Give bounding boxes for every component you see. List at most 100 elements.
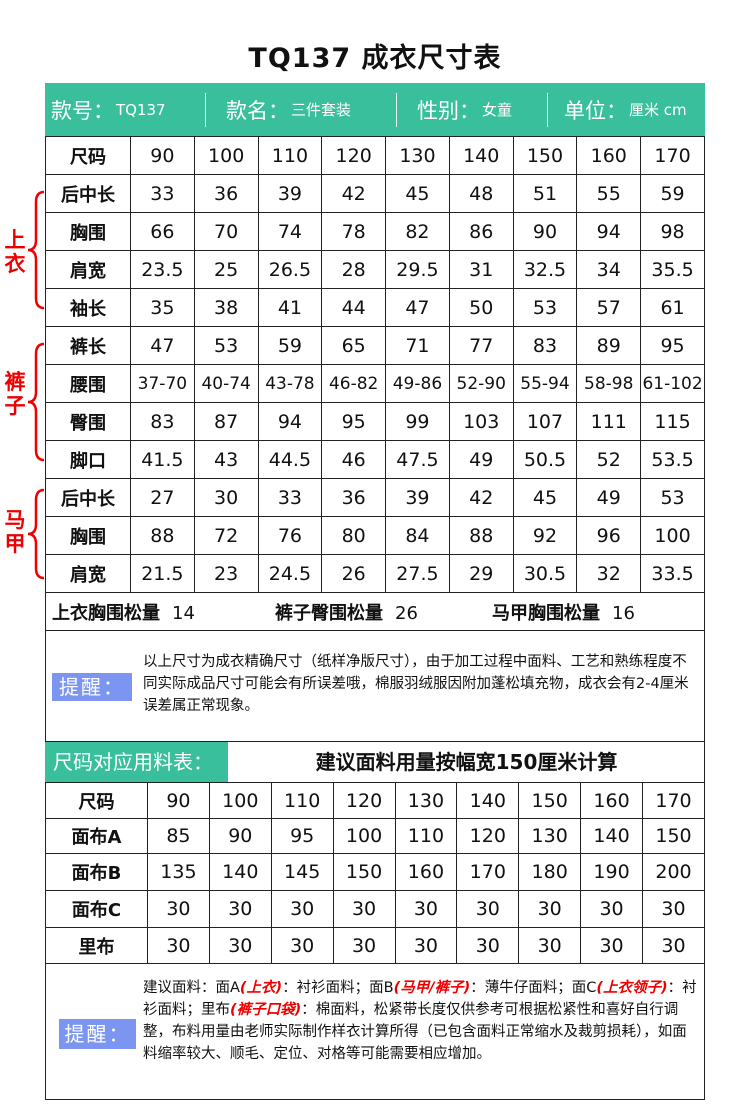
size-header-cell: 160 <box>580 782 643 819</box>
table-cell: 42 <box>321 174 387 213</box>
note-highlight: (上衣领子) <box>596 980 668 996</box>
note-fragment: ：薄牛仔面料；面C <box>470 980 597 996</box>
table-cell: 52-90 <box>448 364 514 403</box>
row-label: 里布 <box>45 927 148 964</box>
size-header-cell: 170 <box>642 782 705 819</box>
size-header-cell: 130 <box>385 136 450 175</box>
size-header-cell: 160 <box>576 136 642 175</box>
table-cell: 57 <box>576 288 642 327</box>
table-cell: 88 <box>130 516 195 555</box>
table-cell: 24.5 <box>257 554 323 593</box>
table-cell: 96 <box>576 516 642 555</box>
table-cell: 30 <box>147 927 210 964</box>
fabric-table: 尺码 90 100 110 120 130 140 150 160 170 面布A 85 90 95 100… <box>45 782 705 964</box>
table-cell: 87 <box>193 402 259 441</box>
table-cell: 53 <box>193 326 259 365</box>
brace-icon <box>27 342 45 462</box>
table-cell: 32.5 <box>512 250 578 289</box>
size-header-cell: 90 <box>147 782 210 819</box>
table-cell: 78 <box>321 212 387 251</box>
row-label: 胸围 <box>45 516 131 555</box>
table-cell: 53 <box>512 288 578 327</box>
table-cell: 30 <box>456 890 520 928</box>
table-cell: 85 <box>147 818 210 854</box>
table-cell: 111 <box>576 402 642 441</box>
row-label: 脚口 <box>45 440 131 479</box>
table-cell: 30 <box>518 927 582 964</box>
ease-vest: 马甲胸围松量 16 <box>492 602 635 624</box>
table-cell: 48 <box>448 174 514 213</box>
table-cell: 49 <box>448 440 514 479</box>
table-cell: 50.5 <box>512 440 578 479</box>
table-cell: 170 <box>456 853 520 891</box>
table-cell: 47.5 <box>385 440 450 479</box>
size-header-cell: 140 <box>456 782 520 819</box>
row-label: 腰围 <box>45 364 131 403</box>
table-cell: 30.5 <box>512 554 578 593</box>
reminder-tag: 提醒： <box>59 1019 136 1049</box>
table-cell: 30 <box>456 927 520 964</box>
unit: 单位： 厘米 cm <box>564 98 687 123</box>
table-cell: 55-94 <box>512 364 578 403</box>
note-box-2: 提醒： 建议面料：面A(上衣)：衬衫面料；面B(马甲/裤子)：薄牛仔面料；面C(… <box>45 963 705 1100</box>
row-label: 后中长 <box>45 478 131 517</box>
table-cell: 160 <box>394 853 458 891</box>
row-label: 胸围 <box>45 212 131 251</box>
table-cell: 30 <box>642 890 705 928</box>
note-fragment: 建议面料：面A <box>143 980 240 996</box>
size-header-label: 尺码 <box>45 782 148 819</box>
table-cell: 29.5 <box>385 250 450 289</box>
table-cell: 190 <box>580 853 643 891</box>
table-cell: 94 <box>257 402 323 441</box>
table-cell: 47 <box>385 288 450 327</box>
note-highlight: (裤子口袋) <box>230 1002 302 1018</box>
fabric-label: 尺码对应用料表： <box>45 742 228 782</box>
brace-icon <box>27 190 45 310</box>
table-cell: 23.5 <box>130 250 195 289</box>
table-cell: 30 <box>332 927 396 964</box>
table-row: 胸围 88 72 76 80 84 88 92 96 100 <box>45 516 705 555</box>
table-row: 腰围 37-70 40-74 43-78 46-82 49-86 52-90 55-94 58-… <box>45 364 705 403</box>
table-cell: 50 <box>448 288 514 327</box>
table-cell: 145 <box>270 853 334 891</box>
table-cell: 27 <box>130 478 195 517</box>
table-cell: 83 <box>130 402 195 441</box>
table-cell: 94 <box>576 212 642 251</box>
size-header-cell: 100 <box>208 782 272 819</box>
size-header-cell: 150 <box>518 782 582 819</box>
table-cell: 86 <box>448 212 514 251</box>
table-cell: 49-86 <box>385 364 450 403</box>
table-cell: 53.5 <box>640 440 705 479</box>
table-cell: 70 <box>193 212 259 251</box>
table-cell: 33.5 <box>640 554 705 593</box>
table-row: 脚口 41.5 43 44.5 46 47.5 49 50.5 52 53.5 <box>45 440 705 479</box>
table-cell: 29 <box>448 554 514 593</box>
table-cell: 43-78 <box>257 364 323 403</box>
table-cell: 32 <box>576 554 642 593</box>
table-row: 后中长 27 30 33 36 39 42 45 49 53 <box>45 478 705 517</box>
table-cell: 30 <box>518 890 582 928</box>
row-label: 面布C <box>45 890 148 928</box>
note-text: 建议面料：面A(上衣)：衬衫面料；面B(马甲/裤子)：薄牛仔面料；面C(上衣领子… <box>143 977 699 1065</box>
row-label: 袖长 <box>45 288 131 327</box>
table-cell: 77 <box>448 326 514 365</box>
table-cell: 39 <box>385 478 450 517</box>
size-header-cell: 120 <box>332 782 396 819</box>
size-header-cell: 150 <box>512 136 578 175</box>
table-cell: 34 <box>576 250 642 289</box>
table-cell: 47 <box>130 326 195 365</box>
table-cell: 44 <box>321 288 387 327</box>
table-cell: 59 <box>257 326 323 365</box>
table-cell: 90 <box>512 212 578 251</box>
table-row: 裤长 47 53 59 65 71 77 83 89 95 <box>45 326 705 365</box>
table-cell: 27.5 <box>385 554 450 593</box>
table-cell: 36 <box>321 478 387 517</box>
note-text: 以上尺寸为成衣精确尺寸（纸样净版尺寸），由于加工过程中面料、工艺和熟练程度不同实… <box>143 654 689 714</box>
table-cell: 37-70 <box>130 364 195 403</box>
table-cell: 92 <box>512 516 578 555</box>
table-cell: 100 <box>640 516 705 555</box>
table-cell: 88 <box>448 516 514 555</box>
table-cell: 51 <box>512 174 578 213</box>
style-name: 款名： 三件套装 <box>226 98 352 123</box>
table-cell: 35.5 <box>640 250 705 289</box>
